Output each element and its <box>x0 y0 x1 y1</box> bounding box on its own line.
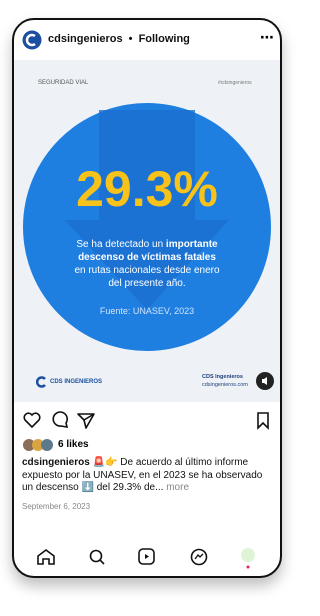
description-text: Se ha detectado un <box>76 239 166 250</box>
home-tab[interactable] <box>38 550 54 564</box>
post-date: September 6, 2023 <box>22 502 90 511</box>
liker-avatars <box>22 438 56 452</box>
comment-button[interactable] <box>53 412 67 427</box>
share-button[interactable] <box>78 414 94 428</box>
headline: 29.3% <box>14 160 280 218</box>
caption-more[interactable]: more <box>163 482 189 493</box>
search-tab[interactable] <box>91 551 105 565</box>
profile-tab[interactable] <box>241 548 255 569</box>
action-bar <box>22 410 272 430</box>
like-button[interactable] <box>24 413 40 427</box>
audio-button[interactable] <box>256 372 274 390</box>
website: cdsingenieros.com <box>202 382 248 388</box>
follow-status[interactable]: Following <box>139 33 190 45</box>
more-menu[interactable]: ⋯ <box>260 29 274 46</box>
source: Fuente: UNASEV, 2023 <box>14 306 280 316</box>
caption: cdsingenieros 🚨👉 De acuerdo al último in… <box>22 457 272 495</box>
page: cdsingenieros • Following ⋯ SEGURIDAD VI… <box>0 0 294 616</box>
account-name[interactable]: cdsingenieros <box>48 33 123 45</box>
avatar[interactable] <box>22 30 42 50</box>
post-image: SEGURIDAD VIAL #cdsingenieros 29.3% Se h… <box>14 60 280 402</box>
save-button[interactable] <box>258 413 268 428</box>
likes[interactable]: 6 likes <box>58 439 89 450</box>
messages-tab[interactable] <box>192 550 207 565</box>
caption-username[interactable]: cdsingenieros <box>22 457 90 468</box>
reels-tab[interactable] <box>139 549 154 564</box>
phone-frame: cdsingenieros • Following ⋯ SEGURIDAD VI… <box>12 18 282 578</box>
description-text: en rutas nacionales desde enero del pres… <box>74 265 219 289</box>
logo-text: CDS INGENIEROS <box>50 379 102 385</box>
separator: • <box>129 33 133 45</box>
bottom-nav <box>14 542 280 572</box>
logo-icon <box>36 376 48 388</box>
description: Se ha detectado un importante descenso d… <box>72 238 222 290</box>
company: CDS Ingenieros <box>202 374 243 380</box>
graphic <box>14 60 280 402</box>
header-line: cdsingenieros • Following <box>48 33 190 45</box>
